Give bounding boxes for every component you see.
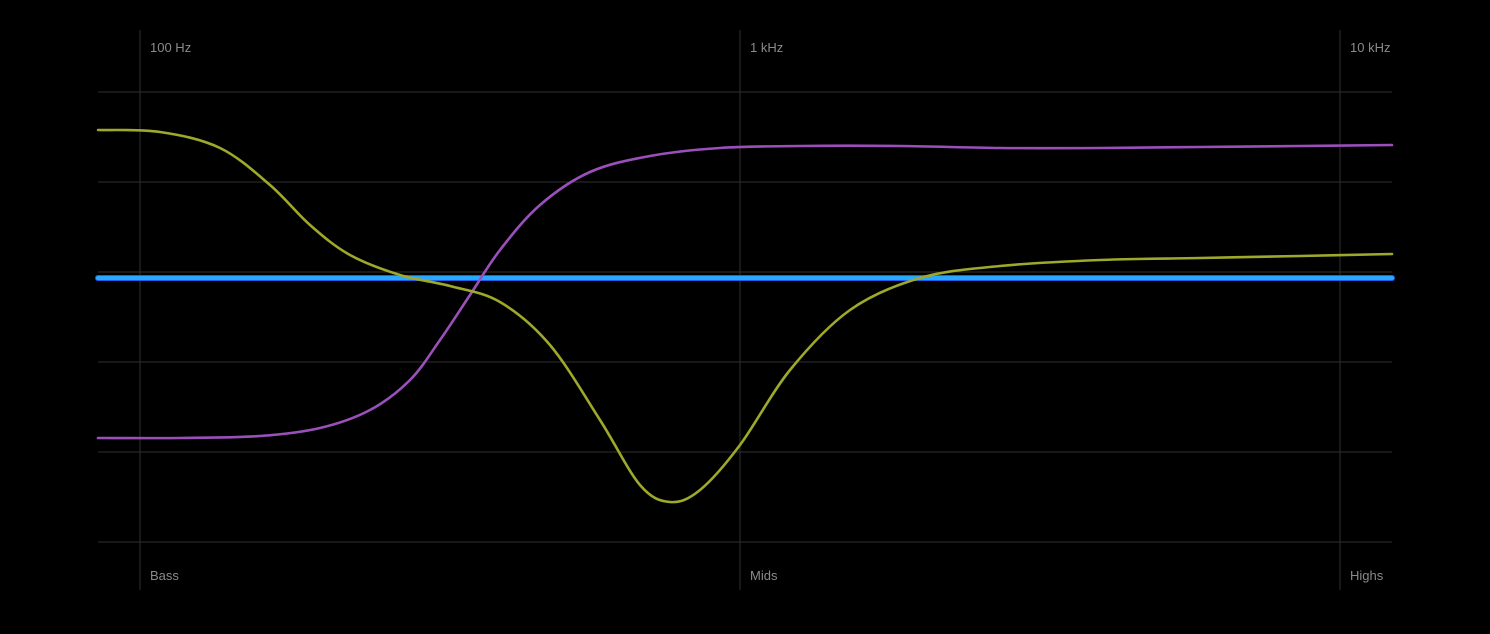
axis-label-top: 1 kHz bbox=[750, 40, 783, 55]
curve-purple bbox=[98, 145, 1392, 438]
axis-label-bottom: Mids bbox=[750, 568, 777, 583]
eq-chart-frame: 100 Hz 1 kHz 10 kHz Bass Mids Highs bbox=[0, 0, 1490, 634]
axis-label-top: 10 kHz bbox=[1350, 40, 1390, 55]
curve-olive bbox=[98, 130, 1392, 502]
axis-label-bottom: Bass bbox=[150, 568, 179, 583]
axis-label-bottom: Highs bbox=[1350, 568, 1383, 583]
axis-label-top: 100 Hz bbox=[150, 40, 191, 55]
eq-chart-svg bbox=[0, 0, 1490, 634]
